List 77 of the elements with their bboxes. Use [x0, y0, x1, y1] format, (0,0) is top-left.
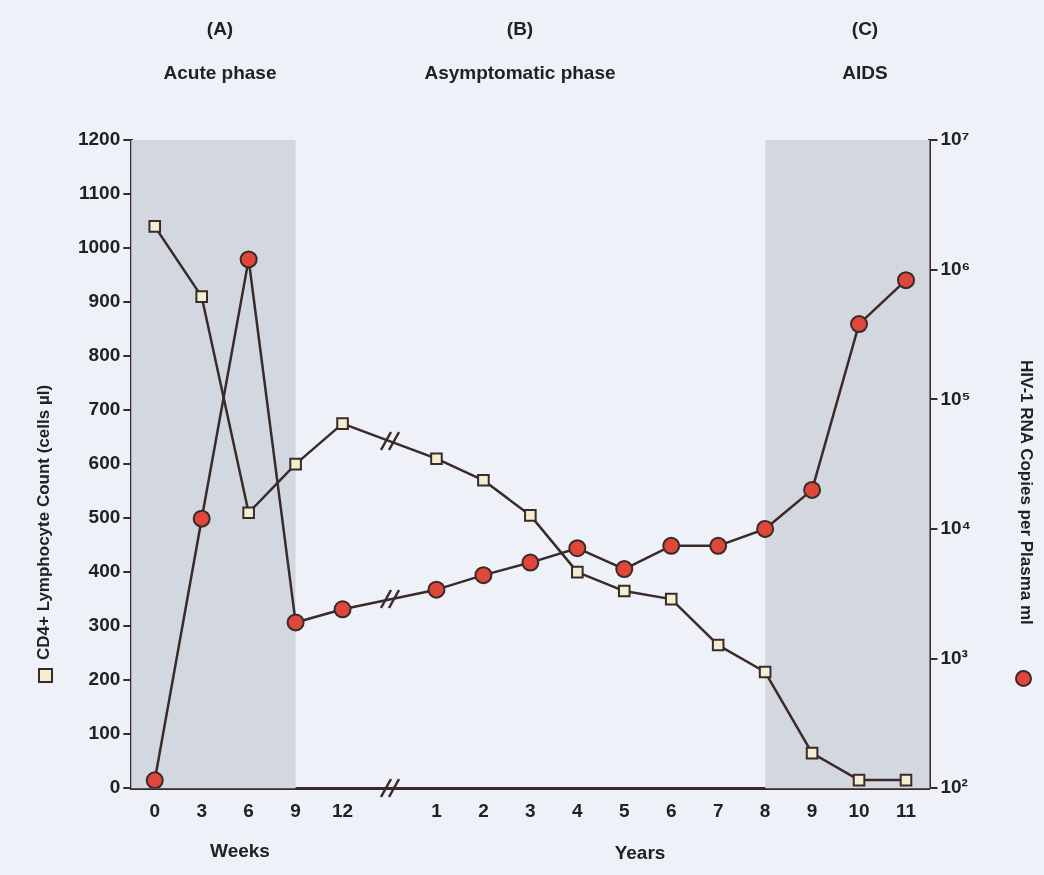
text: (C) [851, 18, 879, 40]
text: (B) [506, 18, 534, 40]
text: Years [614, 842, 666, 864]
x-tick-label: 7 [712, 799, 724, 821]
y-tick-label: 0 [109, 776, 121, 798]
y-tick-label: 800 [88, 344, 121, 366]
point [145, 771, 164, 789]
point [664, 592, 678, 606]
point [711, 638, 725, 652]
y-tick-label: 1000 [77, 236, 121, 258]
y2-tick-label: 10⁵ [940, 387, 971, 409]
x-tick-label: 2 [478, 799, 489, 821]
x-tick-label: 0 [149, 799, 161, 821]
y-tick-label: 400 [88, 560, 121, 582]
y-axis-title: CD4+ Lymphocyte Count (cells µl) [34, 384, 54, 660]
point [521, 553, 540, 572]
x-tick-label: 9 [806, 799, 818, 821]
y-tick-label: 700 [88, 398, 121, 420]
text: (A) [206, 18, 234, 40]
text: Asymptomatic phase [424, 62, 616, 84]
point [805, 746, 819, 760]
point [617, 584, 631, 598]
y-tick-label: 600 [88, 452, 121, 474]
x-tick-label: 11 [895, 799, 917, 821]
text: Acute phase [163, 62, 277, 84]
x-tick-label: 8 [759, 799, 771, 821]
x-tick-label: 10 [848, 799, 870, 821]
y2-tick-label: 10⁴ [940, 517, 972, 539]
point [430, 452, 443, 465]
point [662, 536, 681, 555]
y-tick-label: 300 [88, 614, 121, 636]
point [336, 417, 349, 430]
point [850, 315, 869, 334]
point [803, 480, 822, 499]
y-tick-label: 900 [88, 290, 121, 312]
y2-tick-label: 10⁷ [940, 128, 970, 150]
x-tick-label: 12 [331, 799, 354, 821]
y-tick-label: 200 [88, 668, 121, 690]
point [474, 566, 493, 585]
y2-tick-label: 10⁶ [940, 257, 971, 279]
point [289, 457, 302, 471]
point [148, 220, 162, 233]
y2-tick-label: 10² [940, 776, 968, 798]
y2-axis-title: HIV-1 RNA Copies per Plasma ml [1016, 360, 1036, 625]
x-tick-label: 1 [431, 799, 443, 821]
point [899, 773, 913, 787]
point [568, 539, 587, 558]
point [758, 665, 772, 679]
point [239, 250, 258, 269]
point [333, 600, 352, 619]
y-tick-label: 1200 [77, 128, 121, 150]
point [286, 613, 305, 632]
text: AIDS [842, 62, 888, 84]
y-tick-label: 100 [88, 722, 121, 744]
y-tick-label: 500 [88, 506, 121, 528]
point [852, 773, 866, 787]
point [709, 536, 728, 555]
point [427, 580, 446, 599]
point [242, 506, 255, 520]
point [615, 560, 634, 579]
point [571, 565, 584, 579]
point [524, 509, 537, 522]
x-tick-label: 4 [572, 799, 584, 821]
x-tick-label: 5 [618, 799, 630, 821]
point [192, 509, 211, 528]
x-tick-label: 3 [525, 799, 536, 821]
point [477, 474, 490, 487]
y2-tick-label: 10³ [940, 646, 968, 668]
x-tick-label: 3 [196, 799, 207, 821]
x-tick-label: 6 [243, 799, 254, 821]
x-tick-label: 6 [665, 799, 677, 821]
x-tick-label: 9 [290, 799, 301, 821]
y-tick-label: 1100 [79, 182, 121, 204]
x-axis-title: Weeks [210, 840, 270, 862]
point [896, 271, 915, 290]
point [756, 519, 775, 538]
point [195, 290, 208, 303]
